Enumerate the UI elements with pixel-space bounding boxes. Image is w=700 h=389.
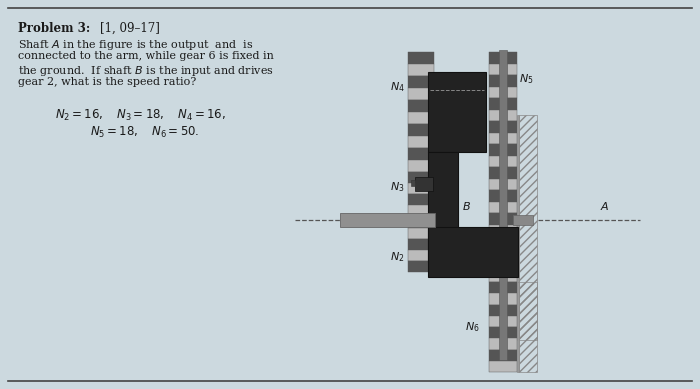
Bar (408, 239, 434, 250)
Text: $N_5 = 18, \quad N_6 = 50.$: $N_5 = 18, \quad N_6 = 50.$ (90, 125, 199, 140)
Bar (408, 52, 434, 64)
Bar (489, 52, 517, 63)
Bar (408, 183, 434, 194)
Bar (408, 172, 434, 183)
Bar (408, 124, 434, 136)
Bar (408, 194, 434, 205)
Bar (489, 327, 517, 338)
Bar (489, 270, 517, 282)
Bar (517, 282, 519, 372)
Bar (408, 64, 434, 76)
Bar (415, 177, 433, 191)
Bar (489, 179, 517, 190)
Bar (489, 305, 517, 316)
Text: gear 2, what is the speed ratio?: gear 2, what is the speed ratio? (18, 77, 196, 87)
Text: Shaft $A$ in the figure is the output  and  is: Shaft $A$ in the figure is the output an… (18, 38, 253, 52)
Bar (408, 160, 434, 172)
Bar (408, 76, 434, 88)
Bar (489, 236, 517, 247)
Bar (519, 282, 537, 372)
Bar (408, 205, 434, 216)
Bar (489, 144, 517, 156)
Bar (408, 228, 434, 239)
Text: $N_3$: $N_3$ (390, 180, 405, 194)
Bar (408, 112, 434, 124)
Text: $N_5$: $N_5$ (519, 72, 533, 86)
Bar (489, 167, 517, 179)
Text: $N_2$: $N_2$ (390, 250, 405, 264)
Bar (489, 202, 517, 213)
Bar (489, 133, 517, 144)
Bar (489, 293, 517, 305)
Text: $A$: $A$ (600, 200, 610, 212)
Bar (489, 259, 517, 270)
Text: $N_4$: $N_4$ (390, 80, 405, 94)
Bar (489, 282, 517, 293)
Bar (519, 115, 537, 340)
Text: connected to the arm, while gear 6 is fixed in: connected to the arm, while gear 6 is fi… (18, 51, 274, 61)
Bar (408, 100, 434, 112)
Text: Problem 3:: Problem 3: (18, 22, 90, 35)
Bar (489, 98, 517, 109)
Bar (489, 121, 517, 133)
Bar (408, 136, 434, 148)
Bar (411, 180, 415, 186)
Bar (489, 190, 517, 202)
Bar (428, 227, 518, 277)
Bar (408, 148, 434, 160)
Bar (489, 75, 517, 86)
Text: [1, 09–17]: [1, 09–17] (100, 22, 160, 35)
Bar (489, 213, 517, 224)
Bar (408, 250, 434, 261)
Bar (489, 86, 517, 98)
Text: the ground.  If shaft $B$ is the input and drives: the ground. If shaft $B$ is the input an… (18, 64, 274, 78)
Bar (489, 247, 517, 259)
Bar (489, 63, 517, 75)
Bar (499, 50, 507, 360)
Bar (489, 156, 517, 167)
Bar (428, 72, 486, 152)
Bar (489, 109, 517, 121)
Bar (408, 261, 434, 272)
Bar (489, 224, 517, 236)
Bar (408, 216, 434, 228)
Text: $B$: $B$ (462, 200, 471, 212)
Bar (408, 88, 434, 100)
Bar (517, 115, 519, 340)
Bar (489, 338, 517, 349)
Bar (428, 152, 458, 262)
Text: $N_2 = 16, \quad N_3 = 18, \quad N_4 = 16,$: $N_2 = 16, \quad N_3 = 18, \quad N_4 = 1… (55, 108, 226, 123)
Text: $N_6$: $N_6$ (465, 320, 480, 334)
Bar (489, 316, 517, 327)
Bar (340, 213, 435, 227)
Bar (489, 361, 517, 372)
Bar (513, 215, 533, 225)
Bar (489, 349, 517, 361)
